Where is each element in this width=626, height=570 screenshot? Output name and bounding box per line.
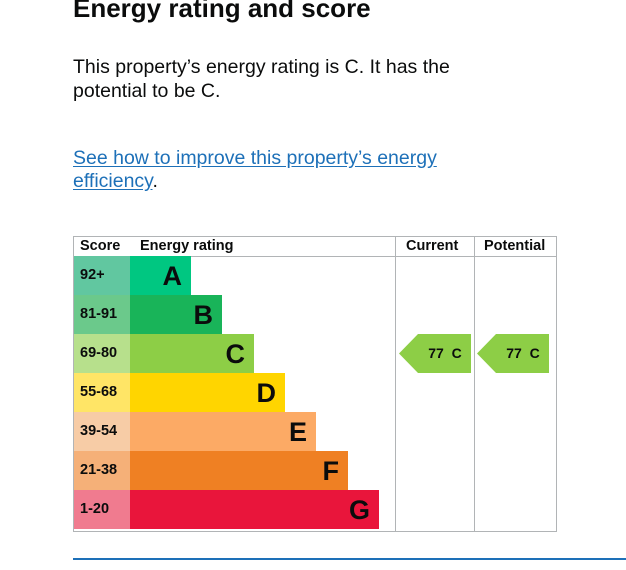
score-cell-b: 81-91 [74,295,130,334]
potential-arrow-shape [477,334,549,373]
score-cell-g: 1-20 [74,490,130,529]
rating-band-g: G [130,490,379,529]
current-rating-value: 77 C [428,345,462,361]
section-divider [73,558,626,560]
rating-band-c: C [130,334,254,373]
improve-paragraph: See how to improve this property’s energ… [73,147,513,193]
rating-band-a: A [130,256,191,295]
current-rating-marker: 77 C [399,334,471,373]
improve-efficiency-link[interactable]: See how to improve this property’s energ… [73,147,437,192]
chart-header-divider [73,236,557,257]
rating-band-b: B [130,295,222,334]
current-arrow-shape [399,334,471,373]
header-potential: Potential [484,238,546,254]
current-column-border [395,236,475,532]
potential-rating-marker: 77 C [477,334,549,373]
header-current: Current [406,238,459,254]
score-cell-e: 39-54 [74,412,130,451]
header-energy-rating: Energy rating [140,238,234,254]
rating-band-e: E [130,412,316,451]
score-cell-d: 55-68 [74,373,130,412]
rating-band-d: D [130,373,285,412]
rating-summary: This property’s energy rating is C. It h… [73,56,450,102]
potential-rating-value: 77 C [506,345,540,361]
score-cell-f: 21-38 [74,451,130,490]
page-title: Energy rating and score [73,0,371,23]
score-cell-a: 92+ [74,256,130,295]
rating-band-f: F [130,451,348,490]
energy-rating-chart: Score Energy rating Current Potential 92… [73,236,557,532]
improve-link-suffix: . [152,170,158,192]
score-cell-c: 69-80 [74,334,130,373]
header-score: Score [80,238,121,254]
